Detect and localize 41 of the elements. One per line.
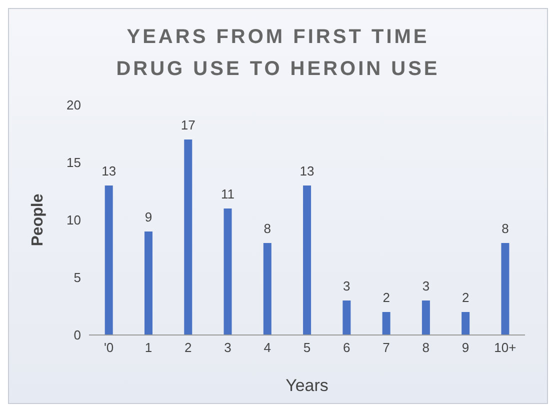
- data-label: 3: [422, 278, 430, 294]
- bar: [422, 300, 430, 335]
- bar: [342, 300, 351, 335]
- y-tick-label: 5: [74, 270, 81, 286]
- bar: [184, 140, 192, 335]
- x-tick-label: '0: [104, 340, 114, 356]
- bar: [263, 243, 272, 335]
- data-label: 2: [382, 290, 390, 305]
- x-tick-label: 7: [382, 340, 390, 356]
- data-label: 13: [102, 164, 116, 178]
- data-label: 8: [502, 221, 509, 236]
- bar: [382, 312, 390, 335]
- data-label: 13: [300, 164, 314, 178]
- x-tick-label: 2: [184, 340, 192, 356]
- data-label: 3: [343, 278, 350, 294]
- x-tick-label: 4: [264, 340, 271, 356]
- x-axis-title: Years: [286, 376, 328, 395]
- y-tick-label: 20: [66, 98, 81, 113]
- data-label: 11: [221, 186, 235, 202]
- data-label: 8: [264, 221, 272, 236]
- x-tick-label: 1: [144, 340, 152, 356]
- bar: [501, 243, 510, 335]
- y-tick-label: 0: [74, 328, 81, 343]
- x-tick-label: 3: [224, 340, 232, 356]
- y-axis-title: People: [30, 194, 47, 246]
- x-tick-label: 6: [343, 340, 350, 356]
- x-tick-label: 5: [303, 340, 311, 356]
- bar: [224, 208, 232, 335]
- bar: [144, 232, 152, 335]
- bar: [303, 186, 312, 335]
- x-tick-label: 10+: [494, 340, 516, 356]
- data-label: 2: [462, 290, 470, 305]
- y-tick-label: 10: [66, 212, 81, 228]
- data-label: 9: [144, 210, 152, 224]
- chart-title: YEARS FROM FIRST TIME DRUG USE TO HEROIN USE: [115, 25, 441, 82]
- data-label: 17: [180, 118, 196, 132]
- x-tick-label: 9: [462, 340, 470, 356]
- bar: [104, 186, 113, 335]
- x-tick-label: 8: [422, 340, 430, 356]
- y-tick-label: 15: [66, 155, 81, 170]
- bar: [462, 312, 470, 335]
